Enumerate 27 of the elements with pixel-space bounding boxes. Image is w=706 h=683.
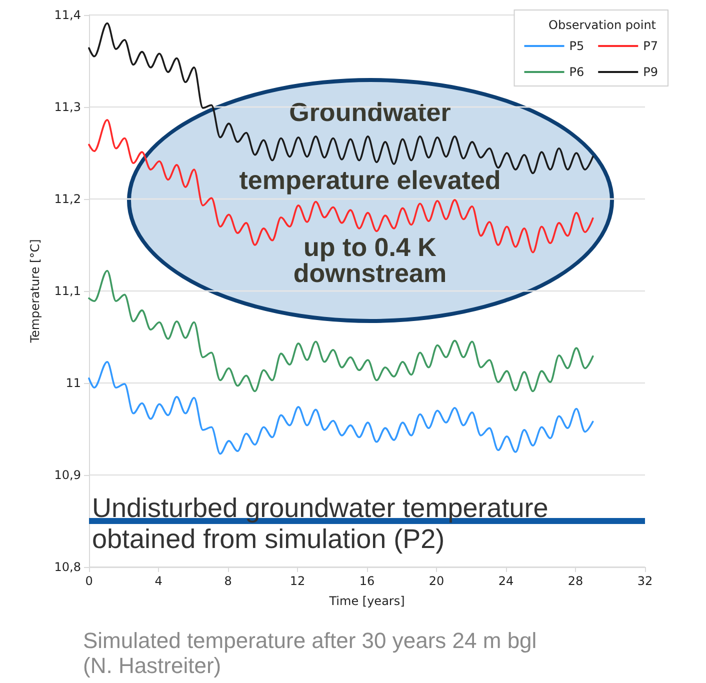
- y-tick-label: 10,9: [54, 468, 81, 482]
- legend-label: P9: [643, 65, 658, 79]
- x-tick-label: 28: [568, 574, 584, 588]
- x-tick-label: 0: [85, 574, 93, 588]
- x-tick-label: 4: [154, 574, 162, 588]
- y-tick-label: 11,4: [54, 8, 81, 22]
- y-tick-label: 11,3: [54, 100, 81, 114]
- x-tick-label: 16: [359, 574, 375, 588]
- legend-title: Observation point: [548, 18, 656, 32]
- legend-label: P5: [569, 39, 584, 53]
- text: Simulated temperature after 30 years 24 m bgl (N. Hastreiter): [83, 628, 538, 678]
- x-tick-label: 24: [498, 574, 514, 588]
- x-tick-label: 32: [637, 574, 653, 588]
- x-axis-title: Time [years]: [328, 594, 405, 608]
- y-tick-label: 11,2: [54, 192, 81, 206]
- x-tick-label: 20: [428, 574, 444, 588]
- text: Groundwater temperature elevated up to 0.4 K downstream: [239, 97, 501, 288]
- y-axis-title: Temperature [°C]: [28, 239, 42, 344]
- legend-label: P7: [643, 39, 658, 53]
- x-tick-label: 8: [224, 574, 232, 588]
- line-series: [88, 360, 594, 455]
- y-tick-label: 10,8: [54, 560, 81, 574]
- legend-label: P6: [569, 65, 584, 79]
- y-tick-label: 11: [66, 376, 81, 390]
- ref-line-label: Undisturbed groundwater temperature obtained from simulation (P2): [92, 493, 550, 555]
- x-tick-label: 12: [290, 574, 306, 588]
- y-tick-label: 11,1: [54, 284, 81, 298]
